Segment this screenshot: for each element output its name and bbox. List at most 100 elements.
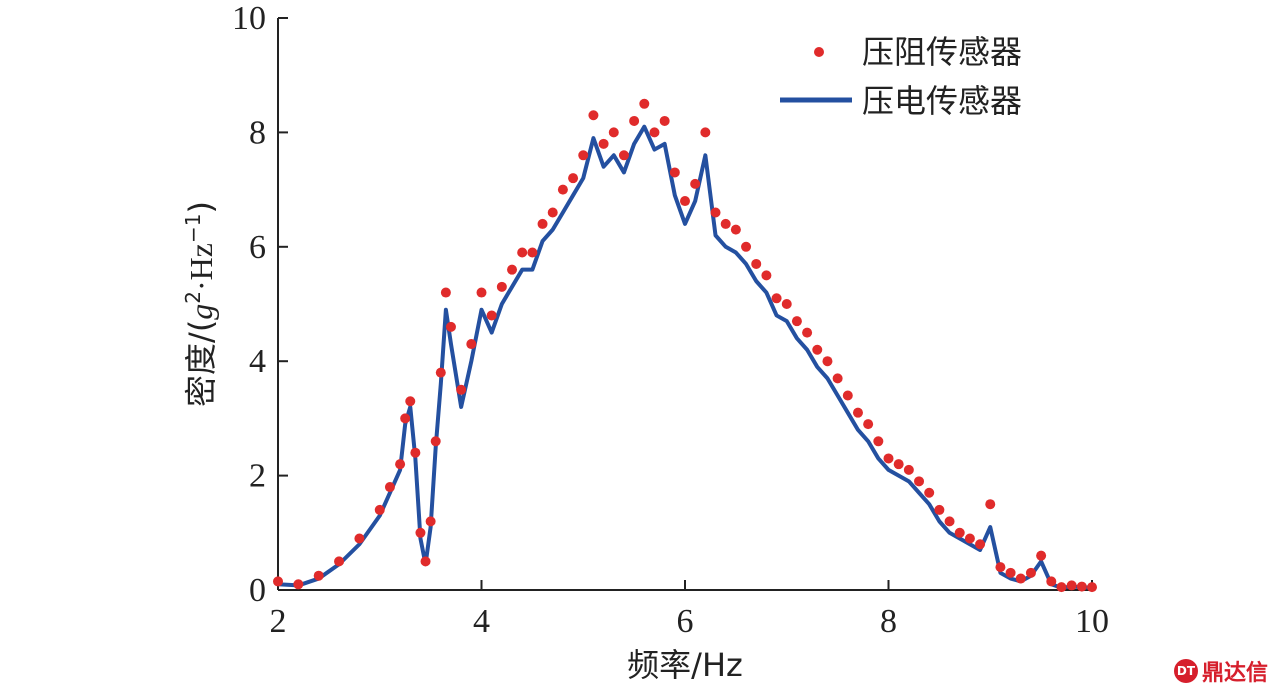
scatter-point-18: [456, 384, 467, 395]
scatter-point-50: [781, 299, 792, 309]
scatter-point-73: [1015, 573, 1026, 584]
scatter-point-24: [517, 247, 528, 258]
scatter-point-48: [761, 270, 772, 281]
scatter-point-36: [639, 98, 650, 109]
scatter-point-15: [435, 367, 446, 378]
scatter-point-71: [995, 562, 1006, 573]
scatter-point-4: [354, 533, 365, 544]
scatter-point-47: [751, 258, 762, 269]
scatter-point-78: [1066, 580, 1077, 591]
scatter-point-10: [410, 447, 421, 458]
x-axis-label: 频率/Hz: [627, 646, 743, 684]
x-tick-label-4: 10: [1075, 603, 1109, 640]
y-axis-label-g: g: [183, 304, 219, 320]
scatter-point-61: [893, 459, 904, 470]
scatter-point-63: [914, 476, 925, 487]
scatter-point-76: [1046, 576, 1057, 587]
scatter-point-45: [730, 224, 741, 235]
scatter-point-75: [1036, 550, 1047, 561]
scatter-point-38: [659, 115, 670, 126]
scatter-point-31: [588, 110, 599, 121]
y-tick-label-2: 4: [249, 343, 266, 380]
y-axis-label-prefix: 密度/(: [182, 320, 220, 407]
scatter-point-20: [476, 287, 487, 298]
y-axis-label-mid: ·Hz: [183, 243, 219, 291]
scatter-point-27: [547, 207, 558, 218]
scatter-point-2: [313, 570, 324, 581]
scatter-point-58: [863, 419, 874, 430]
scatter-point-77: [1056, 582, 1067, 593]
scatter-point-32: [598, 138, 609, 149]
scatter-point-59: [873, 436, 884, 447]
scatter-point-79: [1076, 581, 1087, 592]
scatter-point-68: [964, 533, 975, 544]
y-axis-label-suffix: ): [182, 201, 220, 213]
scatter-point-54: [822, 356, 833, 367]
scatter-point-14: [430, 436, 441, 447]
watermark-logo-icon: DT: [1173, 659, 1198, 683]
scatter-point-35: [629, 115, 640, 126]
scatter-point-80: [1087, 582, 1097, 593]
scatter-point-64: [924, 487, 935, 498]
legend: 压阻传感器 压电传感器: [780, 33, 1022, 120]
scatter-point-66: [944, 516, 955, 527]
scatter-point-13: [425, 516, 436, 527]
y-axis-label-sup2: −1: [181, 214, 205, 243]
legend-label-piezoelectric: 压电传感器: [862, 82, 1022, 120]
scatter-point-34: [618, 150, 629, 161]
scatter-point-33: [608, 127, 619, 138]
scatter-point-51: [791, 316, 802, 327]
scatter-point-30: [578, 150, 589, 161]
scatter-point-0: [273, 576, 283, 587]
y-tick-label-0: 0: [249, 572, 266, 609]
y-ticks: 0 2 4 6 8 10: [232, 0, 288, 609]
y-tick-label-4: 8: [249, 114, 266, 151]
scatter-point-9: [405, 396, 416, 407]
scatter-point-37: [649, 127, 660, 138]
scatter-point-23: [507, 264, 518, 275]
scatter-point-7: [395, 459, 406, 470]
scatter-point-22: [496, 281, 507, 292]
scatter-point-6: [384, 482, 395, 493]
scatter-point-29: [568, 173, 579, 184]
scatter-point-42: [700, 127, 711, 138]
scatter-point-25: [527, 247, 538, 258]
scatter-point-62: [903, 464, 914, 475]
scatter-point-39: [669, 167, 680, 178]
scatter-point-55: [832, 373, 843, 384]
svg-text:密度/(g2·Hz−1): 密度/(g2·Hz−1): [181, 201, 220, 407]
scatter-point-67: [954, 527, 965, 538]
y-axis-label-sup1: 2: [181, 291, 205, 304]
y-tick-label-3: 6: [249, 229, 266, 266]
scatter-point-19: [466, 339, 477, 350]
scatter-point-70: [985, 499, 996, 510]
scatter-point-44: [720, 218, 731, 229]
y-tick-label-1: 2: [249, 458, 266, 495]
x-tick-label-0: 2: [270, 603, 287, 640]
x-tick-label-1: 4: [473, 603, 490, 640]
series-piezoelectric: [277, 124, 1093, 590]
scatter-point-43: [710, 207, 721, 218]
y-axis-label: 密度/(g2·Hz−1): [181, 201, 220, 407]
scatter-point-11: [415, 527, 426, 538]
scatter-point-52: [802, 327, 813, 338]
watermark-text: 鼎达信: [1201, 661, 1268, 686]
scatter-point-74: [1025, 567, 1036, 578]
series-line-piezoelectric: [277, 124, 1093, 590]
y-tick-label-5: 10: [232, 0, 266, 37]
scatter-point-56: [842, 390, 853, 401]
scatter-point-65: [934, 504, 945, 515]
scatter-point-26: [537, 218, 548, 229]
scatter-point-57: [852, 407, 863, 418]
scatter-point-46: [741, 241, 752, 252]
scatter-point-3: [334, 556, 345, 567]
scatter-point-8: [400, 413, 411, 424]
scatter-point-21: [486, 310, 497, 321]
scatter-point-17: [445, 321, 456, 332]
scatter-point-60: [883, 453, 894, 464]
scatter-point-69: [975, 539, 986, 550]
scatter-point-41: [690, 178, 701, 189]
scatter-point-12: [420, 556, 431, 567]
scatter-point-16: [440, 287, 451, 298]
